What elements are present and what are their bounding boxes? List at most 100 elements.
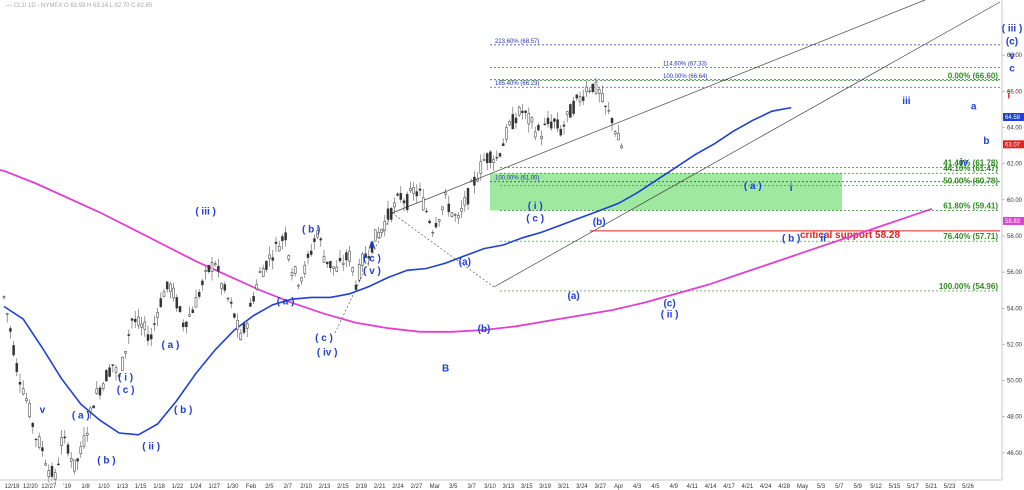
wave-label: v: [40, 405, 46, 416]
candle-body: [181, 322, 185, 328]
candle-body: [450, 212, 454, 217]
candle-body: [319, 238, 323, 241]
candle-body: [210, 261, 214, 272]
x-tick-label: 4/14: [705, 484, 717, 490]
candle-body: [265, 260, 268, 270]
candle-body: [121, 356, 124, 371]
candle-body: [127, 334, 131, 336]
x-tick-label: 2/13: [319, 484, 331, 490]
y-tick-label: 66.00: [1007, 89, 1023, 95]
candle-body: [597, 89, 601, 94]
critical-support-label: critical support 58.28: [800, 230, 900, 241]
candle-body: [306, 253, 310, 258]
x-tick-label: 3/19: [539, 484, 551, 490]
wave-label: ( c ): [363, 253, 381, 264]
candle-body: [79, 446, 83, 454]
x-tick-label: 5/3: [817, 484, 826, 490]
x-tick-label: Mar: [430, 484, 440, 490]
candle-body: [463, 197, 467, 206]
x-tick-label: 4/21: [742, 484, 754, 490]
x-tick-label: 5/12: [870, 484, 882, 490]
candle-body: [15, 363, 19, 372]
fib-label: 100.00% (61.00): [495, 176, 539, 182]
wave-label: ( b ): [97, 456, 115, 467]
x-tick-label: 3/21: [558, 484, 570, 490]
wave-label: ( i ): [528, 201, 543, 212]
candle-body: [501, 143, 505, 146]
wave-label: ( a ): [72, 411, 90, 422]
fib-label: 185.40% (66.23): [495, 81, 539, 87]
candle-body: [607, 110, 611, 112]
candle-body: [98, 387, 102, 396]
wave-label: (a): [567, 291, 579, 302]
wave-label: iii: [902, 96, 911, 107]
candle-body: [207, 265, 211, 272]
candle-body: [293, 266, 297, 274]
y-tick-label: 60.00: [1007, 198, 1023, 204]
price-tag: [1003, 113, 1024, 122]
candle-body: [572, 100, 575, 114]
candle-body: [66, 444, 70, 454]
candle-body: [585, 86, 588, 93]
wave-label: ( i ): [118, 373, 133, 384]
wave-label: ( b ): [782, 233, 800, 244]
candle-body: [130, 318, 134, 321]
header-text: — CL1! 1D · NYMEX O 62.93 H 63.14 L 62.7…: [6, 3, 153, 9]
wave-labels: ( iii )( b )( a )( c )( iv )A( c )( v )B…: [40, 24, 1023, 467]
candle-body: [313, 238, 316, 242]
fib-label: 76.40% (57.71): [943, 232, 998, 241]
x-tick-label: 1/13: [116, 484, 128, 490]
candle-body: [322, 256, 326, 263]
candle-body: [380, 228, 383, 233]
candle-body: [453, 214, 457, 216]
wave-label: (b): [593, 217, 606, 228]
candle-body: [236, 320, 239, 330]
candle-body: [370, 241, 374, 253]
y-tick-label: 58.00: [1007, 234, 1023, 240]
candle-body: [495, 157, 499, 159]
x-tick-label: 3/15: [521, 484, 533, 490]
wave-label: ( c ): [526, 214, 544, 225]
candle-body: [402, 200, 406, 204]
candle-body: [620, 145, 623, 149]
candle-body: [220, 283, 223, 289]
wave-label: v: [1009, 51, 1015, 62]
candle-body: [556, 119, 559, 129]
candle-body: [255, 284, 259, 290]
candle-body: [53, 472, 57, 480]
wave-label: i: [790, 183, 793, 194]
candle-body: [258, 271, 262, 273]
candle-body: [303, 264, 307, 274]
candle-body: [393, 202, 396, 208]
candle-body: [85, 432, 89, 436]
candles: [2, 78, 623, 484]
x-tick-label: 4/24: [760, 484, 772, 490]
wave-label: ( c ): [117, 385, 135, 396]
candle-body: [338, 257, 342, 262]
x-tick-label: May: [797, 484, 808, 490]
y-tick-label: 56.00: [1007, 270, 1023, 276]
candle-body: [162, 291, 166, 298]
price-tag: [1003, 216, 1024, 225]
x-tick-label: 2/21: [374, 484, 386, 490]
candle-body: [242, 323, 246, 333]
price-tag-label: 63.07: [1005, 142, 1021, 148]
candle-body: [581, 96, 585, 101]
candle-body: [63, 436, 67, 439]
candle-body: [261, 268, 265, 277]
candle-body: [12, 345, 15, 356]
x-tick-label: 1/18: [153, 484, 165, 490]
candle-body: [281, 236, 284, 242]
moving-averages: [0, 106, 933, 436]
candle-body: [594, 81, 598, 94]
candle-body: [530, 117, 534, 123]
candle-body: [383, 221, 387, 231]
channel-lower: [493, 1, 1001, 288]
candle-body: [514, 117, 518, 124]
x-tick-label: 1/10: [98, 484, 110, 490]
candle-body: [425, 210, 428, 213]
candle-body: [239, 332, 243, 341]
x-tick-label: 2/15: [337, 484, 349, 490]
candle-body: [517, 106, 521, 116]
candle-body: [194, 297, 198, 308]
